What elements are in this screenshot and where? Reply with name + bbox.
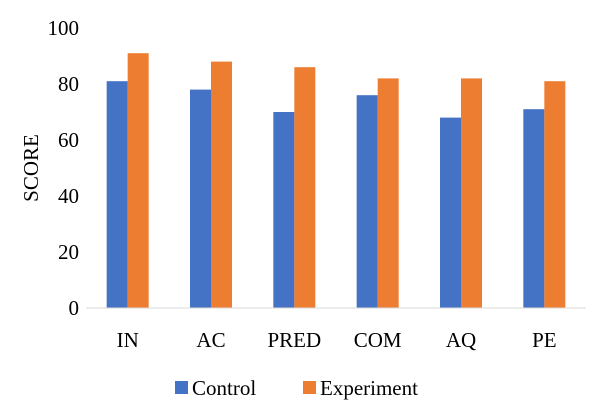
bar-experiment-in [127,53,149,309]
bar-control-ac [190,89,211,308]
y-tick-label: 0 [69,296,80,320]
x-tick-label-pred: PRED [267,328,321,352]
bar-control-pred [273,112,295,308]
y-axis-label: SCORE [19,134,43,202]
bar-experiment-pe [544,81,566,308]
y-tick-label: 100 [48,16,80,40]
bars [106,53,566,309]
bar-experiment-ac [211,61,232,308]
bar-control-in [106,81,128,308]
bar-experiment-com [377,78,399,309]
y-tick-label: 40 [58,184,79,208]
y-tick-label: 80 [58,72,79,96]
x-tick-label-aq: AQ [446,328,476,352]
x-tick-label-ac: AC [196,328,225,352]
legend-swatch-control [175,381,188,394]
bar-experiment-pred [294,67,316,308]
bar-control-com [356,95,378,308]
legend: Control Experiment [175,376,418,400]
x-tick-label-pe: PE [532,328,557,352]
legend-swatch-experiment [303,381,316,394]
legend-label-control: Control [192,376,256,400]
bar-control-aq [440,117,461,308]
y-axis-ticks: 0 20 40 60 80 100 [48,16,80,320]
legend-label-experiment: Experiment [320,376,418,400]
bar-control-pe [523,109,545,308]
y-tick-label: 20 [58,240,79,264]
x-tick-label-in: IN [117,328,139,352]
x-tick-label-com: COM [354,328,402,352]
bar-experiment-aq [461,78,482,309]
x-axis-ticks: IN AC PRED COM AQ PE [117,328,557,352]
y-tick-label: 60 [58,128,79,152]
